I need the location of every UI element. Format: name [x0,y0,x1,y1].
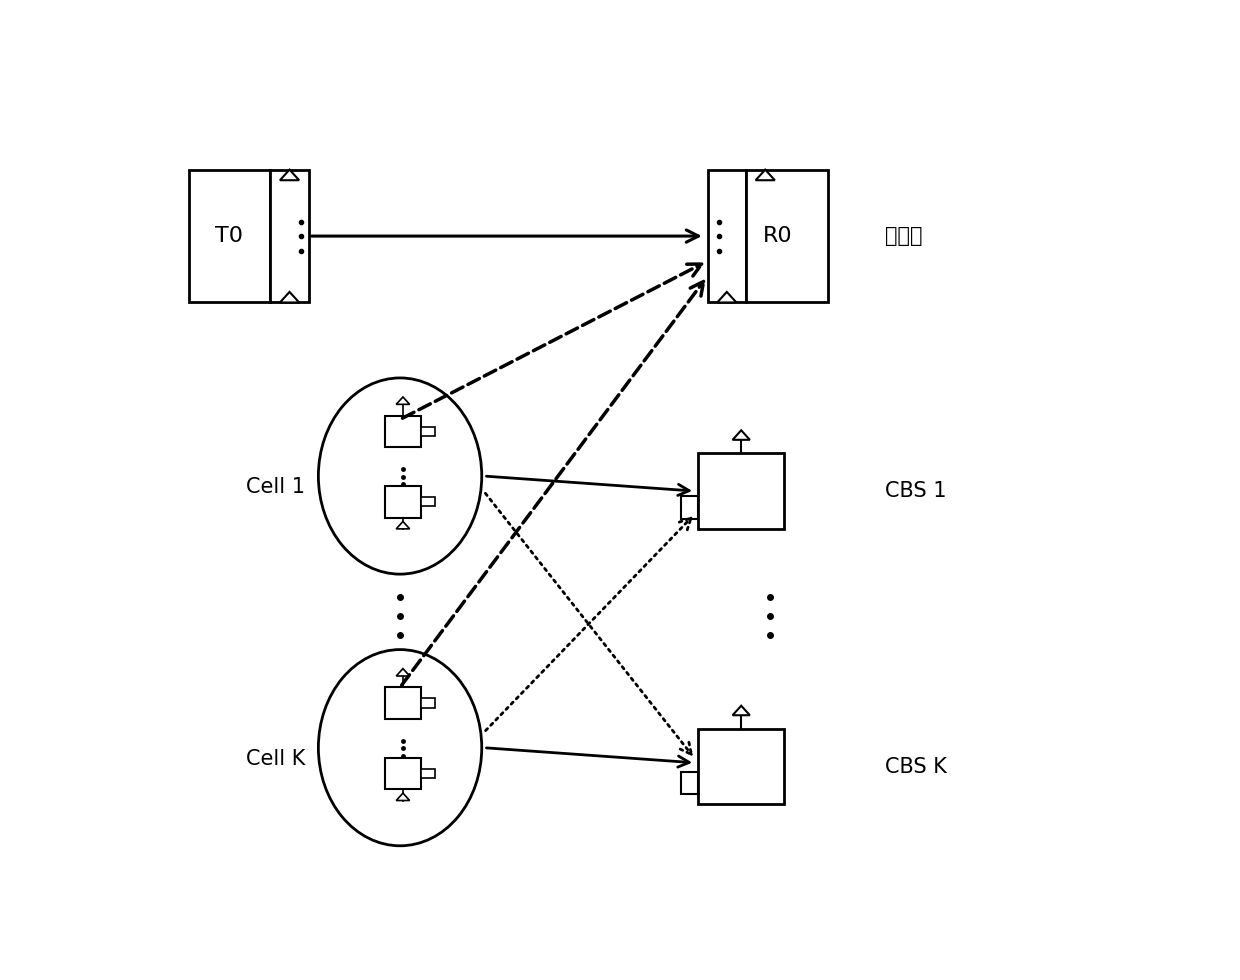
Bar [384,758,422,789]
Bar [698,729,785,805]
Bar [384,687,422,719]
Polygon shape [717,292,737,303]
Text: T0: T0 [215,226,243,246]
Text: Cell K: Cell K [247,749,306,769]
Bar [270,171,309,303]
Text: R0: R0 [763,226,792,246]
Bar [422,699,435,708]
Text: CBS 1: CBS 1 [885,481,947,501]
Bar [188,171,270,303]
Polygon shape [280,170,299,180]
Bar [698,454,785,529]
Bar [422,426,435,436]
Bar [681,497,698,519]
Bar [384,486,422,517]
Ellipse shape [319,378,481,574]
Text: Cell 1: Cell 1 [247,477,305,498]
Bar [746,171,828,303]
Text: CBS K: CBS K [885,757,947,776]
Bar [681,772,698,795]
Polygon shape [280,292,299,303]
Polygon shape [755,170,775,180]
Ellipse shape [319,650,481,846]
Bar [708,171,746,303]
Bar [384,416,422,447]
Polygon shape [397,521,409,529]
Polygon shape [733,430,750,440]
Polygon shape [397,668,409,676]
Polygon shape [397,397,409,405]
Bar [422,768,435,778]
Polygon shape [397,793,409,801]
Bar [422,497,435,507]
Polygon shape [733,706,750,715]
Text: 主用户: 主用户 [885,226,923,246]
